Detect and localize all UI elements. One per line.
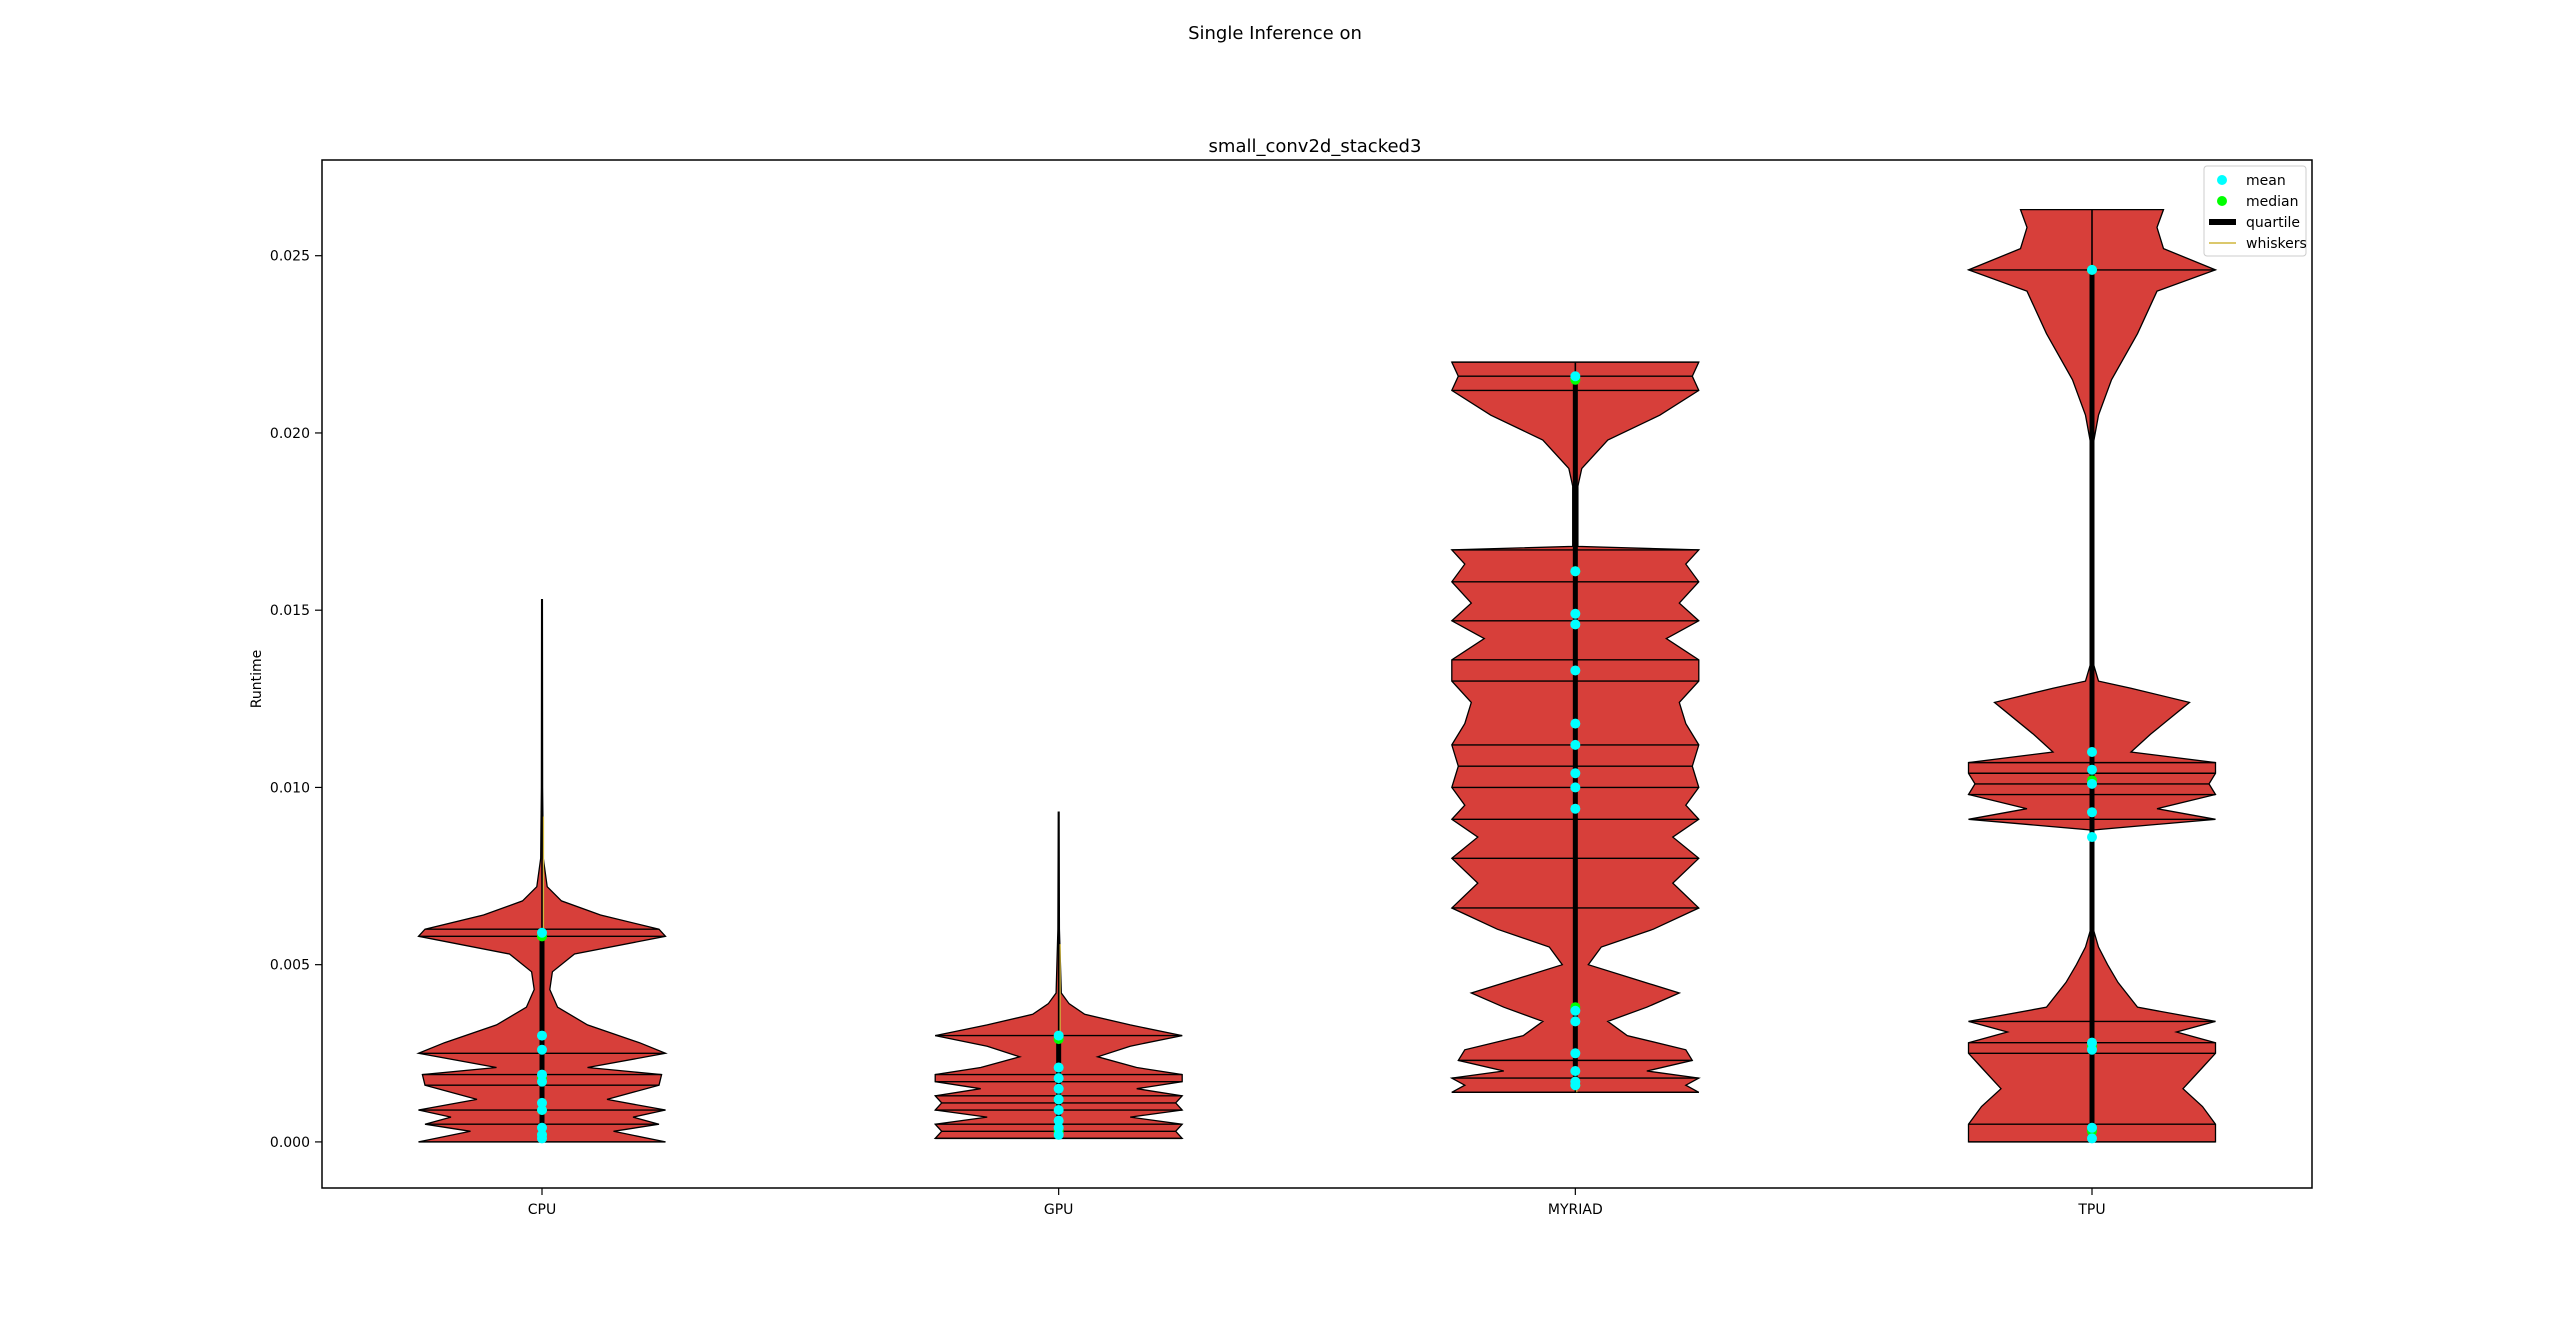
mean-marker	[537, 1069, 547, 1080]
legend: mean median quartile whiskers	[2203, 165, 2307, 257]
mean-marker	[537, 1097, 547, 1108]
y-tick-label: 0.015	[270, 603, 310, 619]
mean-marker	[1570, 1066, 1581, 1077]
x-axis: CPU GPU MYRIAD TPU	[528, 1188, 2106, 1218]
mean-marker	[1053, 1073, 1064, 1084]
mean-marker	[1570, 803, 1581, 814]
x-tick-label: TPU	[2077, 1202, 2105, 1218]
mean-marker	[537, 1076, 547, 1087]
mean-marker	[1570, 1016, 1581, 1027]
mean-marker	[537, 927, 547, 938]
mean-marker	[1570, 1080, 1581, 1091]
mean-marker	[2087, 264, 2097, 275]
mean-marker	[2087, 764, 2097, 775]
x-tick-label: GPU	[1044, 1202, 1074, 1218]
y-axis-label: Runtime	[249, 650, 265, 708]
mean-marker	[2087, 807, 2097, 818]
legend-label-quartile: quartile	[2246, 215, 2300, 231]
mean-marker	[1053, 1094, 1064, 1105]
legend-swatch-mean	[2217, 175, 2227, 185]
mean-marker	[2087, 1122, 2097, 1133]
x-tick-label: MYRIAD	[1548, 1202, 1603, 1218]
mean-marker	[1570, 782, 1581, 793]
mean-marker	[1570, 371, 1581, 382]
y-axis: 0.000 0.005 0.010 0.015 0.020 0.025	[270, 249, 322, 1151]
legend-label-mean: mean	[2246, 173, 2286, 189]
mean-marker	[1570, 718, 1581, 729]
violin-myriad	[1449, 361, 1701, 1093]
mean-marker	[1570, 1005, 1581, 1016]
legend-label-whiskers: whiskers	[2246, 236, 2307, 252]
mean-marker	[1053, 1129, 1064, 1140]
x-tick-label: CPU	[528, 1202, 556, 1218]
violin-gpu	[933, 811, 1184, 1140]
figure-suptitle: Single Inference on	[1188, 23, 1362, 44]
mean-marker	[1053, 1062, 1064, 1073]
y-tick-label: 0.020	[270, 426, 310, 442]
mean-marker	[2087, 746, 2097, 757]
y-tick-label: 0.000	[270, 1135, 310, 1151]
mean-marker	[1053, 1122, 1064, 1133]
mean-marker	[1570, 619, 1581, 630]
mean-marker	[2087, 832, 2097, 843]
violin-tpu	[1966, 208, 2218, 1144]
mean-marker	[1570, 566, 1581, 577]
mean-marker	[537, 1105, 547, 1116]
mean-marker	[537, 1030, 547, 1041]
legend-box	[2203, 165, 2307, 257]
axes-frame	[321, 159, 2313, 1189]
violin-cpu	[416, 598, 668, 1144]
mean-marker	[1570, 768, 1581, 779]
mean-marker	[2087, 778, 2097, 789]
y-tick-label: 0.005	[270, 958, 310, 974]
plot-area	[416, 208, 2218, 1144]
mean-marker	[1570, 665, 1581, 676]
mean-marker	[2087, 1044, 2097, 1055]
mean-marker	[1570, 739, 1581, 750]
mean-marker	[537, 1122, 547, 1133]
mean-marker	[537, 1044, 547, 1055]
mean-marker	[1053, 1083, 1064, 1094]
y-tick-label: 0.025	[270, 249, 310, 265]
mean-marker	[537, 1133, 547, 1144]
mean-marker	[1570, 608, 1581, 619]
legend-label-median: median	[2246, 194, 2298, 210]
mean-marker	[1570, 1048, 1581, 1059]
mean-marker	[1053, 1105, 1064, 1116]
chart-title: small_conv2d_stacked3	[1209, 136, 1422, 157]
mean-marker	[1053, 1030, 1064, 1041]
mean-marker	[2087, 1133, 2097, 1144]
mean-marker	[1053, 1115, 1064, 1126]
mean-marker	[2087, 1037, 2097, 1048]
legend-swatch-median	[2217, 196, 2227, 206]
y-tick-label: 0.010	[270, 780, 310, 796]
